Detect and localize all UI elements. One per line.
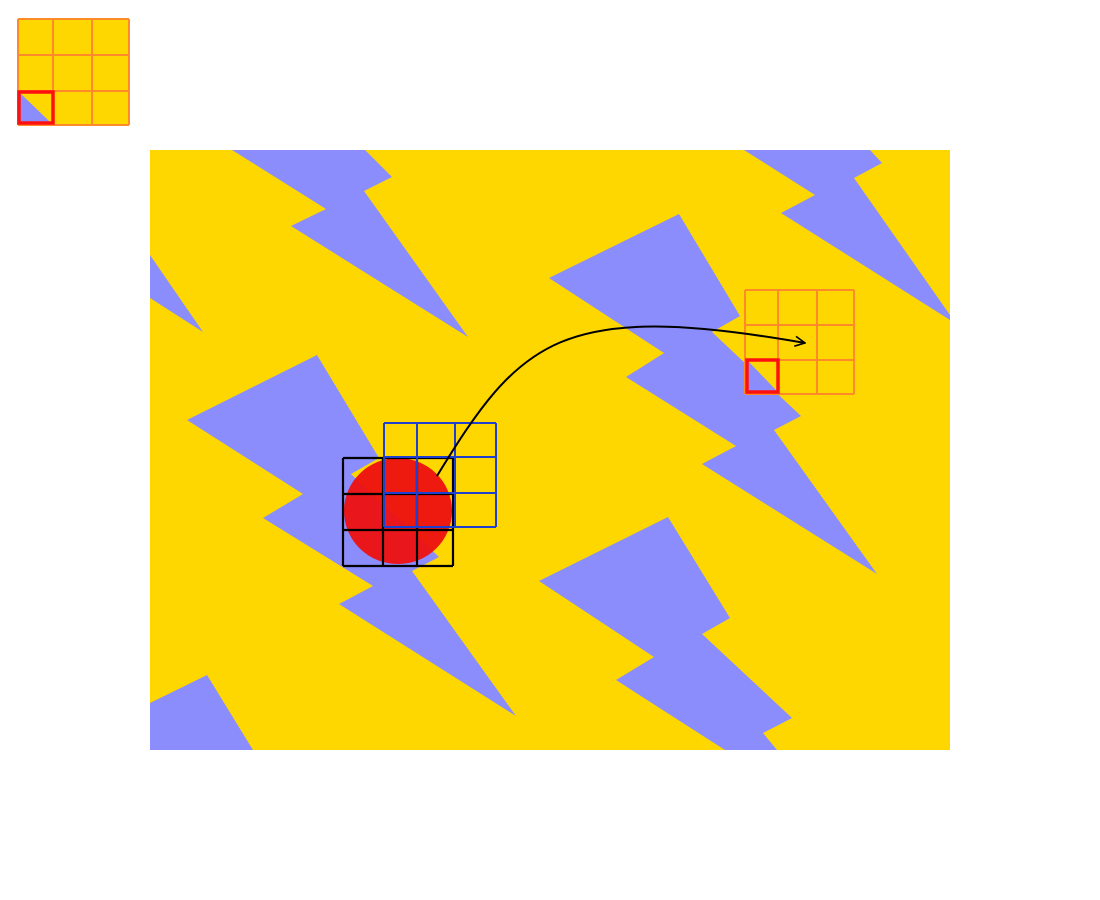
bolt-shape xyxy=(744,150,950,320)
mapped-patch xyxy=(744,289,855,395)
thumbnail-patch xyxy=(17,18,130,126)
bolt-shape xyxy=(549,214,877,574)
bolt-shape xyxy=(150,255,203,332)
main-image xyxy=(150,150,950,750)
mapped-bolt-fragment xyxy=(747,360,777,391)
kernel-blue-grid xyxy=(383,422,497,528)
bolt-shape xyxy=(150,675,253,750)
thumbnail-background xyxy=(18,18,129,125)
red-blob xyxy=(344,458,452,564)
bolt-shape xyxy=(539,517,792,750)
bolt-shape xyxy=(232,150,468,337)
thumbnail-bolt-fragment xyxy=(19,92,50,122)
red-blob-shape xyxy=(344,458,452,564)
thumbnail-selected-cell xyxy=(17,90,55,125)
mapped-selected-cell xyxy=(745,358,780,394)
mapping-arrow xyxy=(436,325,805,477)
